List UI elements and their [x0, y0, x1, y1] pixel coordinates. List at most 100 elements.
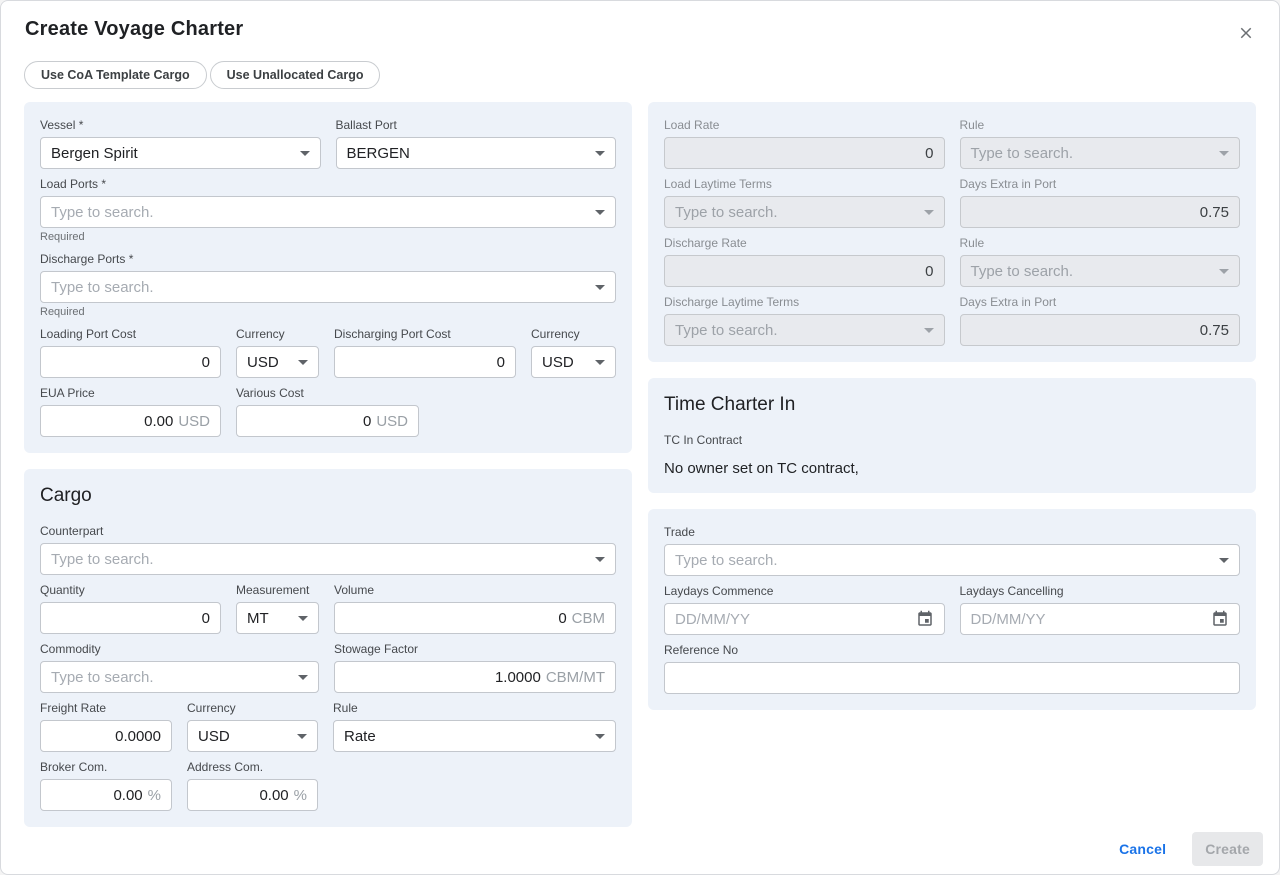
rates-panel: Load Rate 0 Rule Type to search. — [648, 102, 1256, 362]
tc-in-contract-message: No owner set on TC contract, — [664, 460, 859, 477]
eua-price-field: EUA Price 0.00 USD — [40, 386, 221, 437]
freight-rule-select[interactable]: Rate — [333, 720, 616, 752]
laydays-cancelling-date-input[interactable]: DD/MM/YY — [959, 603, 1240, 635]
loading-currency-field: Currency USD — [236, 327, 319, 378]
chevron-down-icon — [1219, 557, 1229, 563]
laydays-cancelling-placeholder: DD/MM/YY — [970, 610, 1046, 628]
address-com-value: 0.00 — [259, 786, 289, 804]
dialog-content: Vessel * Bergen Spirit Ballast Port BERG… — [1, 102, 1279, 827]
quantity-field: Quantity 0 — [40, 583, 221, 634]
discharge-rule-placeholder: Type to search. — [970, 262, 1074, 280]
freight-currency-select[interactable]: USD — [187, 720, 318, 752]
loading-port-cost-input[interactable]: 0 — [40, 346, 221, 378]
freight-rate-value: 0.0000 — [115, 727, 161, 745]
discharging-currency-value: USD — [542, 353, 574, 371]
volume-value: 0 — [558, 609, 567, 627]
stowage-factor-input[interactable]: 1.0000 CBM/MT — [334, 661, 616, 693]
discharge-ports-placeholder: Type to search. — [51, 278, 154, 296]
load-rule-field: Rule Type to search. — [959, 118, 1240, 169]
laydays-commence-field: Laydays Commence DD/MM/YY — [664, 584, 945, 635]
loading-currency-select[interactable]: USD — [236, 346, 319, 378]
discharge-rule-select: Type to search. — [959, 255, 1240, 287]
vessel-select[interactable]: Bergen Spirit — [40, 137, 321, 169]
discharging-currency-field: Currency USD — [531, 327, 616, 378]
eua-price-label: EUA Price — [40, 386, 95, 400]
time-charter-in-panel: Time Charter In TC In Contract No owner … — [648, 378, 1256, 493]
address-com-unit: % — [293, 786, 307, 804]
commodity-field: Commodity Type to search. — [40, 642, 319, 693]
chevron-down-icon — [298, 674, 308, 680]
use-unallocated-cargo-button[interactable]: Use Unallocated Cargo — [209, 61, 381, 89]
laydays-cancelling-field: Laydays Cancelling DD/MM/YY — [959, 584, 1240, 635]
load-ports-field: Load Ports * Type to search. Required — [40, 177, 616, 244]
trade-panel: Trade Type to search. Laydays Commence D… — [648, 509, 1256, 710]
address-com-input[interactable]: 0.00 % — [187, 779, 318, 811]
load-ports-select[interactable]: Type to search. — [40, 196, 616, 228]
discharge-days-extra-field: Days Extra in Port 0.75 — [959, 295, 1240, 346]
vessel-panel: Vessel * Bergen Spirit Ballast Port BERG… — [24, 102, 632, 453]
commodity-select[interactable]: Type to search. — [40, 661, 319, 693]
freight-rule-value: Rate — [344, 727, 376, 745]
laydays-commence-date-input[interactable]: DD/MM/YY — [664, 603, 945, 635]
stowage-factor-field: Stowage Factor 1.0000 CBM/MT — [334, 642, 616, 693]
load-laytime-terms-field: Load Laytime Terms Type to search. — [664, 177, 945, 228]
load-laytime-terms-placeholder: Type to search. — [675, 203, 778, 221]
discharging-currency-select[interactable]: USD — [531, 346, 616, 378]
load-rate-label: Load Rate — [664, 118, 720, 132]
vessel-value: Bergen Spirit — [51, 144, 138, 162]
counterpart-placeholder: Type to search. — [51, 550, 154, 568]
broker-com-unit: % — [147, 786, 161, 804]
eua-price-input[interactable]: 0.00 USD — [40, 405, 221, 437]
freight-rate-input[interactable]: 0.0000 — [40, 720, 172, 752]
volume-input[interactable]: 0 CBM — [334, 602, 616, 634]
freight-rate-label: Freight Rate — [40, 701, 107, 715]
volume-unit: CBM — [571, 609, 605, 627]
use-coa-template-cargo-button[interactable]: Use CoA Template Cargo — [24, 61, 207, 89]
dialog-header: Create Voyage Charter — [1, 1, 1279, 46]
trade-placeholder: Type to search. — [675, 551, 778, 569]
reference-no-input[interactable] — [664, 662, 1240, 694]
discharge-days-extra-input: 0.75 — [959, 314, 1240, 346]
load-rate-field: Load Rate 0 — [664, 118, 945, 169]
time-charter-in-heading: Time Charter In — [664, 394, 796, 415]
counterpart-select[interactable]: Type to search. — [40, 543, 616, 575]
discharge-ports-select[interactable]: Type to search. — [40, 271, 616, 303]
vessel-field: Vessel * Bergen Spirit — [40, 118, 321, 169]
measurement-field: Measurement MT — [236, 583, 319, 634]
broker-com-label: Broker Com. — [40, 760, 108, 774]
broker-com-value: 0.00 — [113, 786, 143, 804]
measurement-select[interactable]: MT — [236, 602, 319, 634]
stowage-factor-value: 1.0000 — [494, 668, 541, 686]
load-rule-placeholder: Type to search. — [970, 144, 1074, 162]
discharge-rate-label: Discharge Rate — [664, 236, 747, 250]
freight-rule-label: Rule — [333, 701, 358, 715]
chevron-down-icon — [595, 733, 605, 739]
trade-select[interactable]: Type to search. — [664, 544, 1240, 576]
close-button[interactable] — [1233, 20, 1259, 46]
chevron-down-icon — [297, 733, 307, 739]
discharge-laytime-terms-placeholder: Type to search. — [675, 321, 778, 339]
right-column: Load Rate 0 Rule Type to search. — [648, 102, 1256, 827]
broker-com-field: Broker Com. 0.00 % — [40, 760, 172, 811]
discharge-rule-label: Rule — [959, 236, 985, 250]
discharging-port-cost-input[interactable]: 0 — [334, 346, 516, 378]
reference-no-field: Reference No — [664, 643, 1240, 694]
quantity-input[interactable]: 0 — [40, 602, 221, 634]
ballast-port-select[interactable]: BERGEN — [335, 137, 616, 169]
laydays-commence-label: Laydays Commence — [664, 584, 774, 598]
counterpart-field: Counterpart Type to search. — [40, 524, 616, 575]
various-cost-unit: USD — [376, 412, 408, 430]
chevron-down-icon — [1219, 150, 1229, 156]
calendar-icon — [1213, 610, 1227, 626]
broker-com-input[interactable]: 0.00 % — [40, 779, 172, 811]
chevron-down-icon — [298, 615, 308, 621]
create-button[interactable]: Create — [1192, 832, 1263, 866]
discharge-rate-input: 0 — [664, 255, 945, 287]
freight-currency-field: Currency USD — [187, 701, 318, 752]
chevron-down-icon — [1219, 268, 1229, 274]
various-cost-input[interactable]: 0 USD — [236, 405, 419, 437]
measurement-value: MT — [247, 609, 269, 627]
cancel-button[interactable]: Cancel — [1119, 841, 1167, 857]
chevron-down-icon — [595, 359, 605, 365]
calendar-icon — [917, 610, 932, 626]
